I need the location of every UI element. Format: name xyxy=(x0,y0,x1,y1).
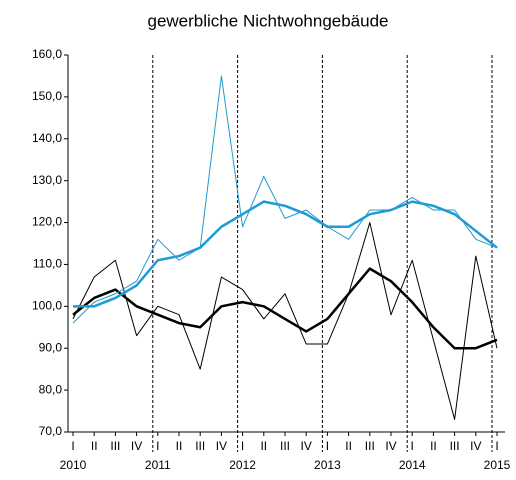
y-tick-label: 160,0 xyxy=(32,47,62,61)
x-tick-label: III xyxy=(450,439,460,453)
series-line xyxy=(72,222,498,420)
x-tick-label: II xyxy=(260,439,267,453)
y-tick-label: 140,0 xyxy=(32,131,62,145)
year-label: 2012 xyxy=(229,458,256,472)
x-tick-label: III xyxy=(365,439,375,453)
year-label: 2014 xyxy=(399,458,426,472)
x-tick-label: III xyxy=(280,439,290,453)
x-tick-label: IV xyxy=(216,439,227,453)
y-tick-label: 70,0 xyxy=(39,424,63,438)
series-line xyxy=(72,75,498,324)
x-tick-label: IV xyxy=(131,439,142,453)
x-tick-label: II xyxy=(91,439,98,453)
year-label: 2013 xyxy=(314,458,341,472)
series-line xyxy=(73,200,498,308)
x-tick-label: I xyxy=(241,439,244,453)
y-tick-label: 90,0 xyxy=(39,340,63,354)
chart-title: gewerbliche Nichtwohngebäude xyxy=(148,11,389,30)
x-tick-label: IV xyxy=(470,439,481,453)
x-tick-label: IV xyxy=(301,439,312,453)
x-tick-label: I xyxy=(326,439,329,453)
x-tick-label: I xyxy=(495,439,498,453)
y-tick-label: 100,0 xyxy=(32,299,62,313)
x-tick-label: II xyxy=(430,439,437,453)
y-tick-label: 110,0 xyxy=(33,257,62,271)
x-tick-label: II xyxy=(176,439,183,453)
x-tick-label: III xyxy=(110,439,120,453)
year-label: 2015 xyxy=(484,458,511,472)
x-tick-label: I xyxy=(156,439,159,453)
y-tick-label: 150,0 xyxy=(32,89,62,103)
x-tick-label: IV xyxy=(385,439,396,453)
y-tick-label: 80,0 xyxy=(39,382,63,396)
x-tick-label: III xyxy=(195,439,205,453)
y-tick-label: 130,0 xyxy=(32,173,62,187)
year-label: 2011 xyxy=(145,458,171,472)
y-tick-label: 120,0 xyxy=(32,215,62,229)
x-tick-label: I xyxy=(411,439,414,453)
year-label: 2010 xyxy=(60,458,87,472)
x-tick-label: I xyxy=(71,439,74,453)
x-tick-label: II xyxy=(345,439,352,453)
series-line xyxy=(72,267,498,350)
